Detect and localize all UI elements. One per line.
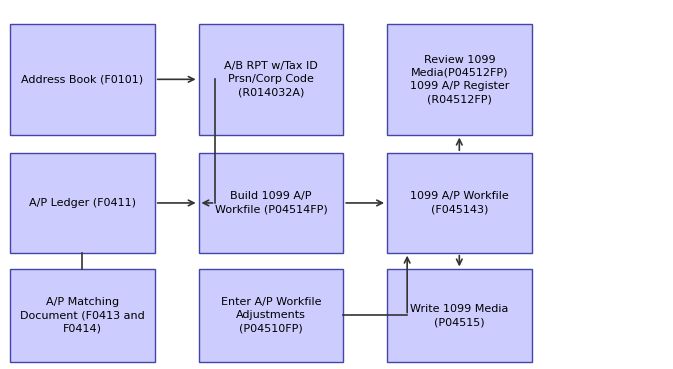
FancyBboxPatch shape [387,153,532,253]
FancyBboxPatch shape [199,24,343,135]
FancyBboxPatch shape [199,269,343,362]
Text: Build 1099 A/P
Workfile (P04514FP): Build 1099 A/P Workfile (P04514FP) [215,192,327,214]
Text: A/B RPT w/Tax ID
Prsn/Corp Code
(R014032A): A/B RPT w/Tax ID Prsn/Corp Code (R014032… [224,61,318,97]
Text: A/P Ledger (F0411): A/P Ledger (F0411) [29,198,136,208]
FancyBboxPatch shape [199,153,343,253]
FancyBboxPatch shape [10,153,155,253]
FancyBboxPatch shape [387,269,532,362]
Text: Write 1099 Media
(P04515): Write 1099 Media (P04515) [410,304,509,327]
FancyBboxPatch shape [10,24,155,135]
FancyBboxPatch shape [10,269,155,362]
Text: 1099 A/P Workfile
(F045143): 1099 A/P Workfile (F045143) [410,192,509,214]
Text: Address Book (F0101): Address Book (F0101) [22,74,143,85]
Text: Enter A/P Workfile
Adjustments
(P04510FP): Enter A/P Workfile Adjustments (P04510FP… [221,297,321,334]
Text: Review 1099
Media(P04512FP)
1099 A/P Register
(R04512FP): Review 1099 Media(P04512FP) 1099 A/P Reg… [410,55,509,104]
FancyBboxPatch shape [387,24,532,135]
Text: A/P Matching
Document (F0413 and
F0414): A/P Matching Document (F0413 and F0414) [20,297,145,334]
